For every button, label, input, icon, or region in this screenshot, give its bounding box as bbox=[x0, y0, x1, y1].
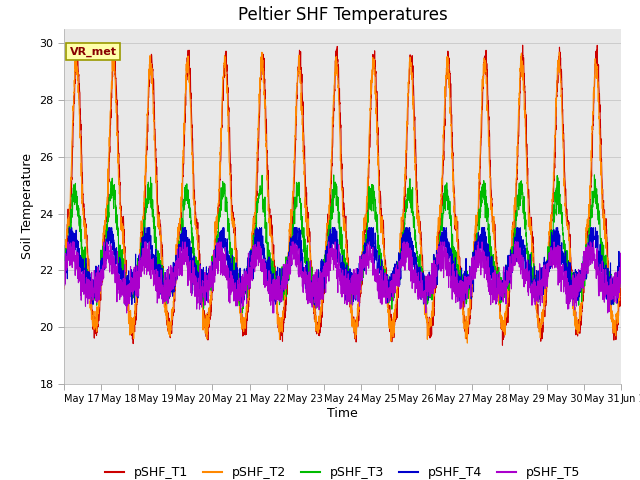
Line: pSHF_T4: pSHF_T4 bbox=[64, 228, 625, 304]
pSHF_T4 bbox=[124, 296, 132, 301]
pSHF_T4 bbox=[65, 225, 73, 230]
Line: pSHF_T2: pSHF_T2 bbox=[64, 52, 625, 343]
Y-axis label: Soil Temperature: Soil Temperature bbox=[20, 154, 34, 259]
pSHF_T4 bbox=[275, 283, 283, 289]
pSHF_T2 bbox=[275, 329, 283, 335]
pSHF_T3 bbox=[550, 217, 557, 223]
pSHF_T3 bbox=[300, 233, 307, 239]
Line: pSHF_T3: pSHF_T3 bbox=[64, 175, 625, 313]
pSHF_T5 bbox=[123, 310, 131, 316]
Text: VR_met: VR_met bbox=[70, 47, 116, 57]
pSHF_T5 bbox=[64, 239, 72, 245]
pSHF_T3 bbox=[124, 277, 132, 283]
pSHF_T2 bbox=[463, 340, 471, 346]
pSHF_T1 bbox=[60, 286, 68, 292]
pSHF_T2 bbox=[60, 270, 68, 276]
pSHF_T1 bbox=[124, 301, 132, 307]
pSHF_T1 bbox=[519, 42, 527, 48]
pSHF_T1 bbox=[610, 337, 618, 343]
pSHF_T5 bbox=[275, 287, 283, 293]
Title: Peltier SHF Temperatures: Peltier SHF Temperatures bbox=[237, 6, 447, 24]
pSHF_T5 bbox=[124, 287, 132, 293]
X-axis label: Time: Time bbox=[327, 407, 358, 420]
Line: pSHF_T1: pSHF_T1 bbox=[64, 45, 625, 345]
pSHF_T2 bbox=[157, 242, 165, 248]
pSHF_T1 bbox=[550, 199, 557, 204]
Legend: pSHF_T1, pSHF_T2, pSHF_T3, pSHF_T4, pSHF_T5: pSHF_T1, pSHF_T2, pSHF_T3, pSHF_T4, pSHF… bbox=[100, 461, 585, 480]
pSHF_T2 bbox=[610, 318, 618, 324]
pSHF_T4 bbox=[300, 271, 307, 276]
pSHF_T3 bbox=[610, 274, 618, 280]
pSHF_T3 bbox=[621, 256, 628, 262]
pSHF_T3 bbox=[239, 310, 246, 316]
pSHF_T2 bbox=[300, 148, 307, 154]
pSHF_T2 bbox=[124, 307, 132, 313]
pSHF_T5 bbox=[550, 246, 557, 252]
pSHF_T1 bbox=[621, 214, 628, 219]
pSHF_T1 bbox=[300, 117, 307, 123]
pSHF_T3 bbox=[157, 273, 165, 278]
pSHF_T4 bbox=[157, 280, 165, 286]
pSHF_T5 bbox=[610, 281, 618, 287]
pSHF_T5 bbox=[60, 259, 68, 264]
pSHF_T4 bbox=[610, 293, 618, 299]
Line: pSHF_T5: pSHF_T5 bbox=[64, 242, 625, 313]
pSHF_T2 bbox=[556, 49, 563, 55]
pSHF_T4 bbox=[550, 246, 557, 252]
pSHF_T3 bbox=[591, 172, 598, 178]
pSHF_T1 bbox=[275, 326, 283, 332]
pSHF_T4 bbox=[89, 301, 97, 307]
pSHF_T2 bbox=[550, 183, 557, 189]
pSHF_T5 bbox=[300, 282, 307, 288]
pSHF_T4 bbox=[60, 242, 68, 248]
pSHF_T5 bbox=[157, 279, 165, 285]
pSHF_T3 bbox=[60, 260, 68, 266]
pSHF_T3 bbox=[275, 296, 283, 301]
pSHF_T5 bbox=[621, 272, 628, 278]
pSHF_T1 bbox=[157, 244, 165, 250]
pSHF_T2 bbox=[621, 223, 628, 229]
pSHF_T4 bbox=[621, 265, 628, 271]
pSHF_T1 bbox=[499, 342, 506, 348]
